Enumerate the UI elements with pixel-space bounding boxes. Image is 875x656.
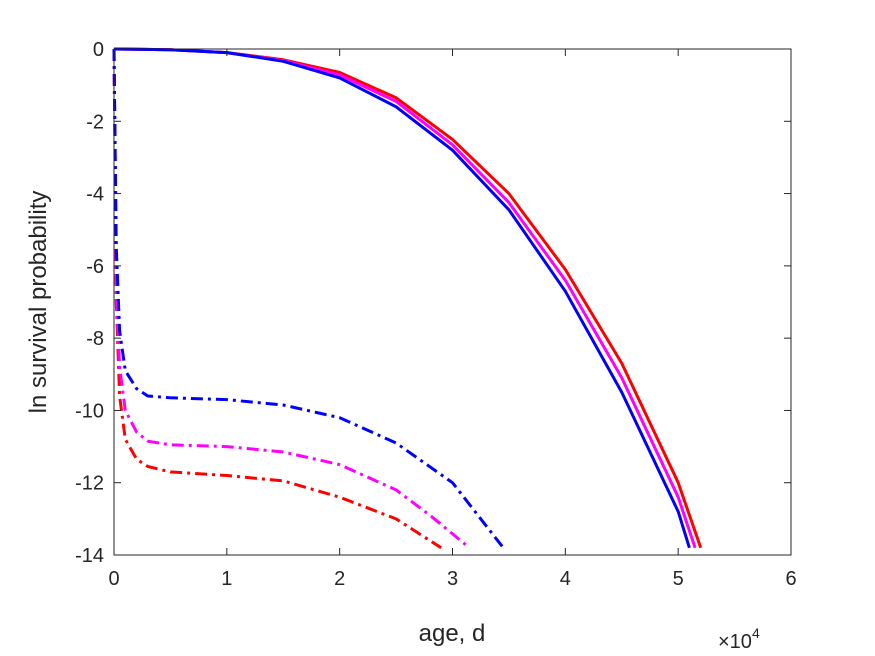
series-layer xyxy=(112,47,703,550)
x-tick-label: 3 xyxy=(447,568,458,590)
y-tick-label: -6 xyxy=(86,256,104,278)
x-exponent-base: ×10 xyxy=(718,631,752,653)
y-tick-label: -10 xyxy=(75,400,104,422)
x-tick-label: 1 xyxy=(221,568,232,590)
x-tick-label: 6 xyxy=(785,568,796,590)
y-axis-label: ln survival probability xyxy=(25,191,52,414)
y-tick-label: -4 xyxy=(86,184,104,206)
y-tick-label: 0 xyxy=(93,39,104,61)
x-tick-label: 2 xyxy=(334,568,345,590)
series-line-6 xyxy=(112,48,505,549)
x-axis-label: age, d xyxy=(419,620,486,647)
series-line-4 xyxy=(112,48,443,550)
series-line-3 xyxy=(113,47,691,549)
y-tick-label: -2 xyxy=(86,111,104,133)
x-exponent-power: 4 xyxy=(752,625,760,641)
y-tick-label: -12 xyxy=(75,473,104,495)
y-tick-label: -14 xyxy=(75,545,104,567)
x-tick-label: 0 xyxy=(108,568,119,590)
x-exponent: ×104 xyxy=(718,625,760,653)
plot-area xyxy=(114,49,791,555)
tick-layer: 0 1 2 3 4 5 6 0 -2 -4 -6 -8 -10 -12 -14 xyxy=(75,39,796,590)
y-tick-label: -8 xyxy=(86,328,104,350)
series-line-5 xyxy=(112,48,471,549)
x-tick-label: 5 xyxy=(673,568,684,590)
x-tick-label: 4 xyxy=(560,568,571,590)
